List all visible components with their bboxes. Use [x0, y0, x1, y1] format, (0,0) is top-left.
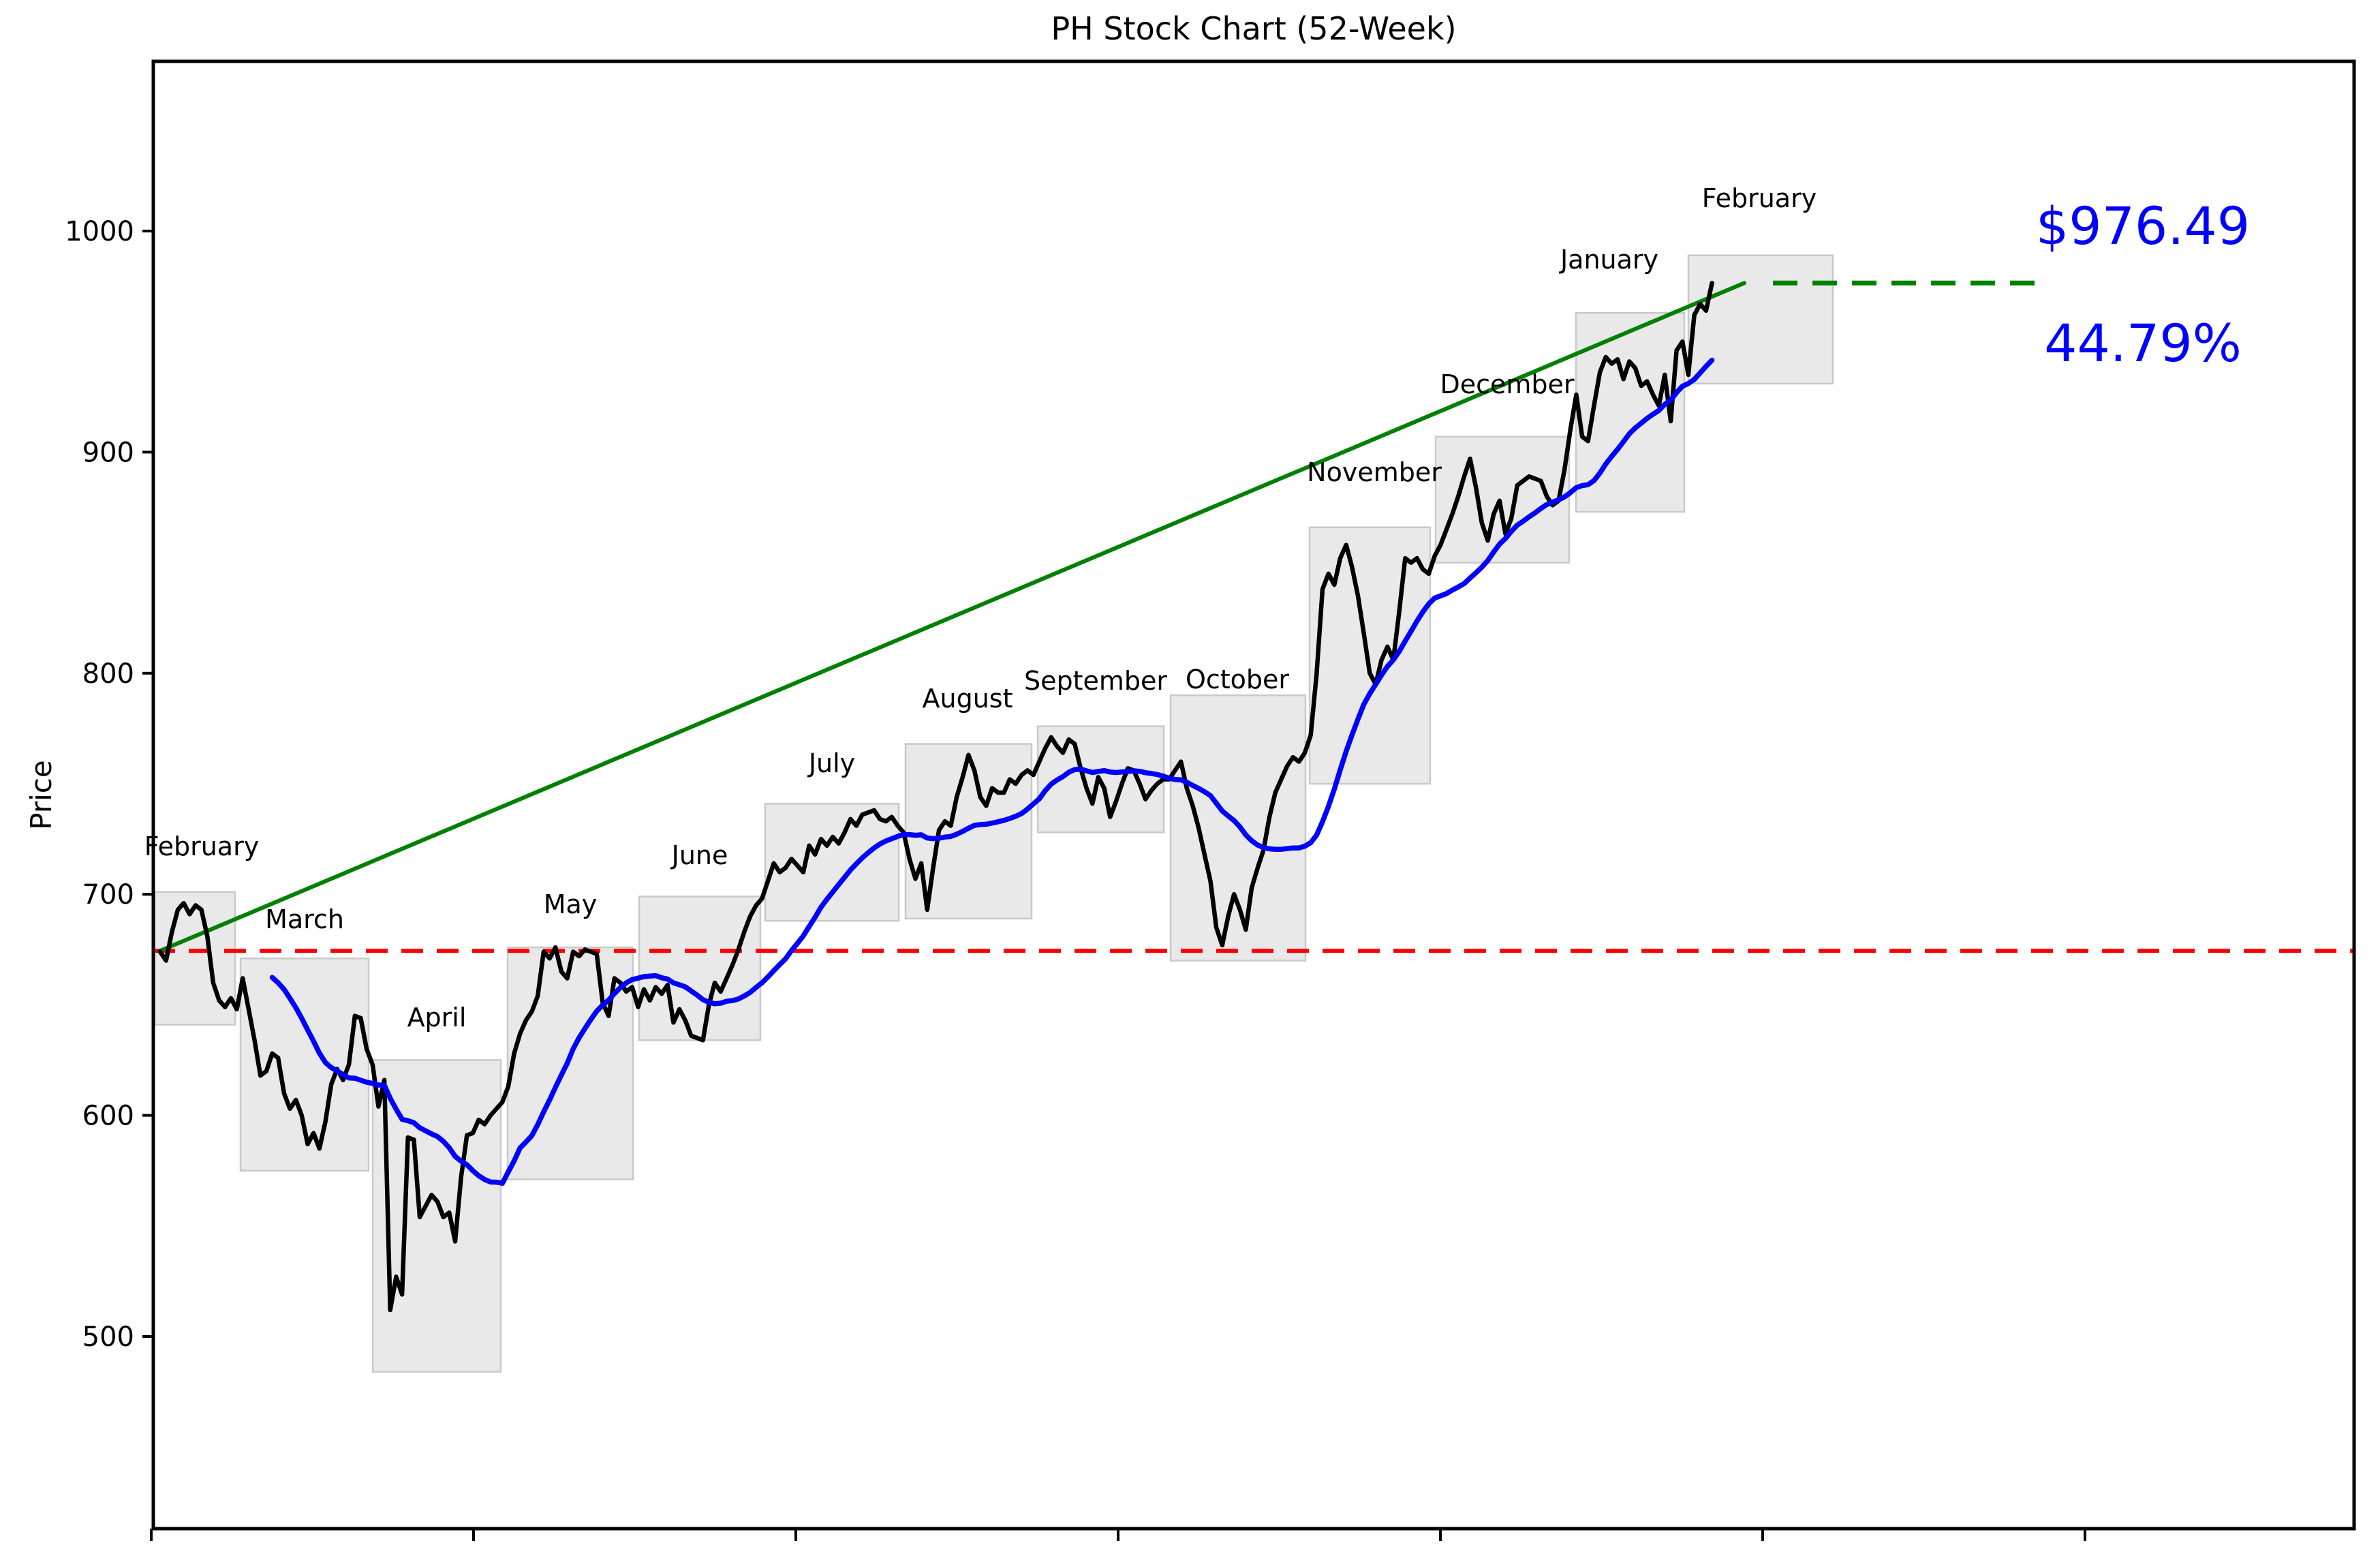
month-label-may-3: May — [544, 889, 598, 919]
month-label-december-10: December — [1440, 369, 1574, 399]
price-line — [157, 281, 1714, 1313]
y-tick-label-500: 500 — [82, 1321, 134, 1353]
y-tick-label-800: 800 — [82, 658, 134, 690]
moving-average-line — [269, 357, 1715, 1186]
month-label-march-1: March — [265, 904, 344, 934]
month-range-box-june-4 — [638, 896, 762, 1041]
month-label-july-5: July — [807, 748, 855, 778]
month-label-november-9: November — [1307, 457, 1442, 487]
month-label-september-7: September — [1024, 666, 1167, 696]
month-range-box-april-2 — [371, 1059, 502, 1373]
month-label-june-4: June — [670, 840, 728, 870]
plot-frame — [151, 59, 2356, 1531]
month-label-february-12: February — [1702, 183, 1817, 213]
month-label-february-0: February — [144, 831, 259, 861]
month-label-april-2: April — [407, 1003, 467, 1033]
month-range-box-november-9 — [1308, 526, 1432, 785]
y-tick-label-700: 700 — [82, 879, 134, 911]
month-label-october-8: October — [1186, 664, 1289, 694]
trend-line — [158, 281, 1746, 953]
final-price-annotation: $976.49 — [2036, 196, 2250, 256]
y-axis-label: Price — [25, 760, 58, 829]
month-label-january-11: January — [1559, 245, 1658, 275]
y-tick-label-1000: 1000 — [65, 216, 134, 247]
month-label-august-6: August — [923, 684, 1013, 714]
chart-title: PH Stock Chart (52-Week) — [1051, 10, 1456, 47]
month-range-box-july-5 — [764, 802, 900, 922]
y-tick-label-600: 600 — [82, 1101, 134, 1132]
gain-percent-annotation: 44.79% — [2044, 313, 2242, 373]
y-tick-label-900: 900 — [82, 437, 134, 468]
